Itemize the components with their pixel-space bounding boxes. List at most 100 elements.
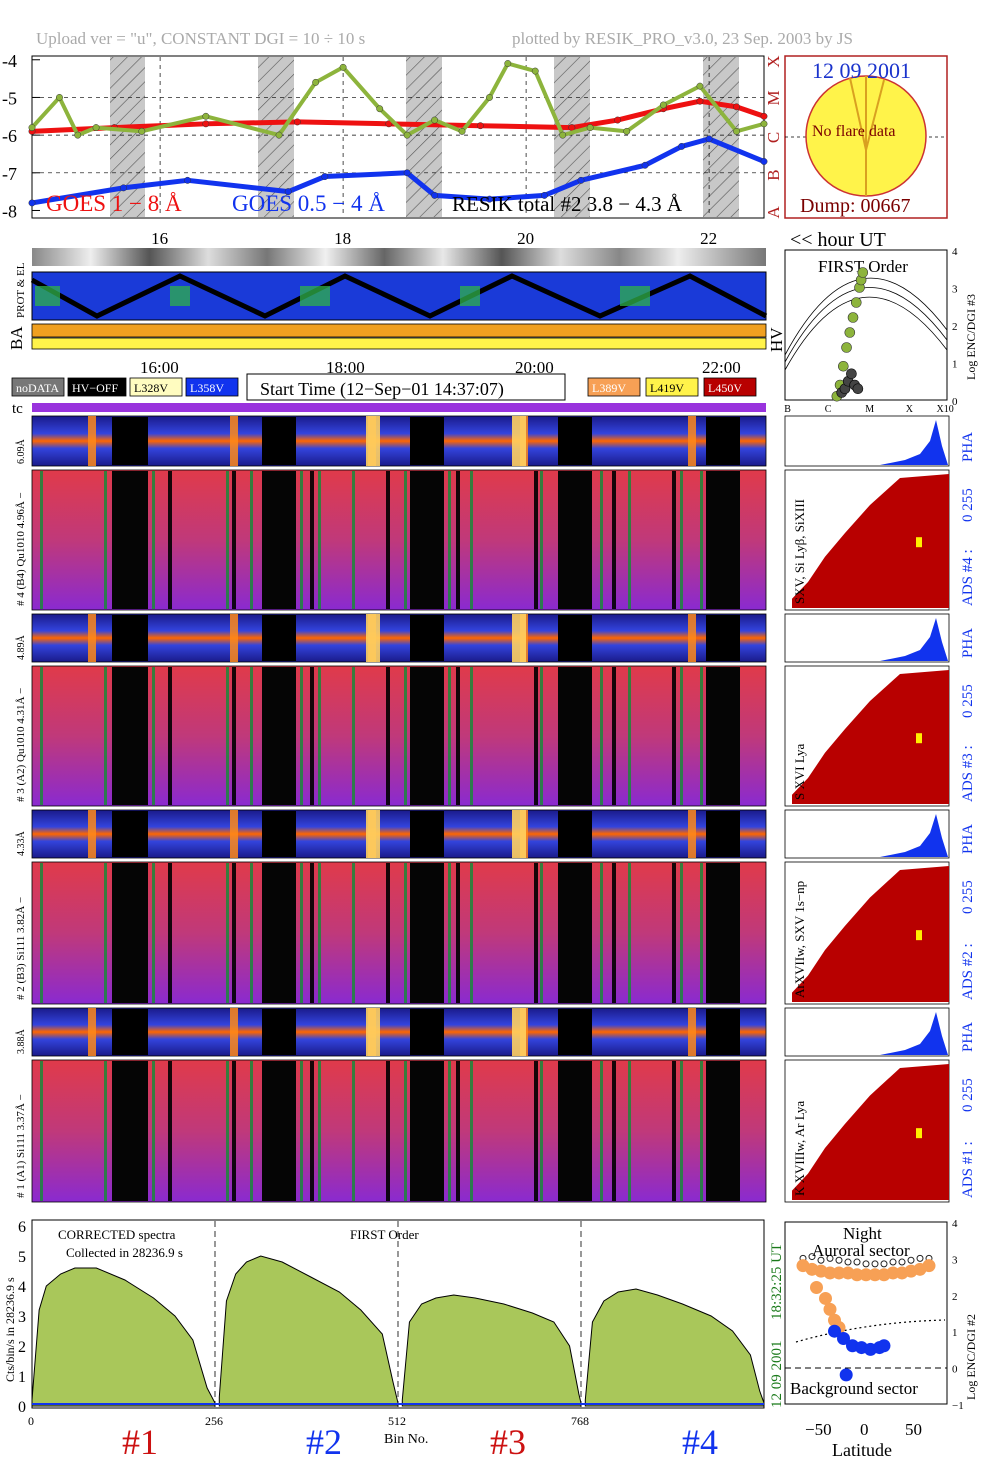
latitude-xtick: −50: [805, 1420, 832, 1439]
main-green-stripe: [40, 471, 43, 609]
main-green-stripe: [104, 1061, 107, 1201]
first-order-point: [844, 327, 856, 338]
main-black-stripe: [672, 863, 676, 1003]
main-green-stripe: [448, 863, 451, 1003]
goes-point: [733, 127, 740, 135]
latitude-point: [817, 1256, 825, 1264]
pha-hot-column: [88, 810, 96, 858]
latitude-point: [862, 1260, 870, 1268]
main-green-stripe: [700, 471, 703, 609]
latitude-point: [810, 1281, 823, 1295]
pha-hot-column: [230, 1008, 238, 1056]
spectrum-ytick: 2: [18, 1339, 26, 1356]
main-green-stripe: [628, 863, 631, 1003]
main-side-label: # 2 (B3) Si111 3.82Å −: [15, 897, 27, 1000]
goes-point: [120, 184, 127, 192]
main-black-stripe: [310, 1061, 314, 1201]
goes-point: [321, 173, 329, 181]
line-label: SXV, Si Lyβ, SiXIII: [792, 499, 807, 604]
goes-ytick-label: -6: [2, 126, 17, 146]
latitude-point: [839, 1368, 853, 1382]
goes-point: [184, 176, 192, 184]
main-black-stripe: [456, 471, 460, 609]
sun-arrow: [865, 79, 885, 151]
hv-legend: 16:00 18:00 20:00 22:00 noDATA HV−OFF L328V L3…: [11, 358, 766, 417]
pha-hot-column: [88, 416, 96, 466]
ads-label: ADS #1 :: [960, 1141, 976, 1198]
spectrum-subtitle: Collected in 28236.9 s: [66, 1245, 183, 1260]
pha-side-label: 4.33Å: [15, 831, 27, 857]
latitude-night: Night: [843, 1224, 882, 1243]
goes-point: [376, 105, 384, 113]
ads-label: ADS #4 :: [960, 549, 976, 606]
latitude-point: [844, 1258, 852, 1266]
goes-point: [202, 120, 210, 128]
main-dark-column: [706, 1061, 740, 1201]
line-label: S XVI Lya: [792, 743, 807, 800]
goes-point: [659, 101, 667, 109]
main-black-stripe: [612, 1061, 616, 1201]
goes-xtick-label: 16: [151, 229, 168, 248]
spectrum-xtick: 512: [388, 1414, 406, 1428]
goes-class-label: X: [764, 55, 783, 67]
latitude-point: [837, 1331, 850, 1345]
main-black-stripe: [310, 471, 314, 609]
latitude-point: [916, 1254, 924, 1262]
main-black-stripe: [232, 667, 236, 805]
spectrum-xlabel: Bin No.: [384, 1432, 428, 1447]
goes-xtick-label: 20: [517, 229, 534, 248]
pha-side-label: 3.88Å: [15, 1029, 27, 1055]
first-order-point-dark: [852, 383, 864, 395]
main-black-stripe: [232, 471, 236, 609]
latitude-point: [871, 1260, 879, 1268]
main-dark-column: [112, 667, 148, 805]
right-panels: PHA ArXVIIw, SXV 1s−np ADS #2 : 0 255: [784, 809, 976, 1005]
main-black-stripe: [386, 863, 390, 1003]
crystal-label-2: #2: [306, 1422, 342, 1462]
hv-time-tick: 22:00: [702, 358, 741, 377]
pha-hot-column: [688, 810, 696, 858]
crystal-label-4: #4: [682, 1422, 718, 1462]
main-green-stripe: [628, 667, 631, 805]
first-order-yticks: 4 3 2 1 0: [952, 246, 958, 408]
main-black-stripe: [612, 471, 616, 609]
main-black-stripe: [456, 1061, 460, 1201]
goes-point: [531, 67, 539, 75]
legend-resik: RESIK total #2 3.8 − 4.3 Å: [452, 192, 683, 216]
main-black-stripe: [672, 1061, 676, 1201]
main-green-stripe: [540, 471, 543, 609]
crystal-label-1: #1: [122, 1422, 158, 1462]
sun-no-flare: No flare data: [812, 123, 896, 140]
pha-dark-column: [112, 417, 148, 465]
main-dark-column: [262, 863, 296, 1003]
hv-legend-label: HV−OFF: [72, 381, 118, 395]
crystal-label-3: #3: [490, 1422, 526, 1462]
first-order-point: [841, 342, 852, 353]
ba-bar-orange: [31, 323, 767, 338]
start-time: Start Time (12−Sep−01 14:37:07): [260, 379, 504, 400]
main-black-stripe: [672, 667, 676, 805]
spectrum-xtick: 256: [205, 1414, 223, 1428]
main-green-stripe: [470, 863, 473, 1003]
latitude-ytick: −1: [952, 1400, 964, 1412]
main-black-stripe: [310, 863, 314, 1003]
main-black-stripe: [386, 667, 390, 805]
pha-dark-column: [706, 811, 740, 857]
pha-dark-column: [410, 615, 444, 661]
main-green-stripe: [540, 667, 543, 805]
hv-time-ticks: 16:00 18:00 20:00 22:00: [140, 358, 741, 377]
goes-point: [623, 127, 631, 135]
pha-hot-column: [688, 614, 696, 662]
main-green-stripe: [250, 471, 253, 609]
pha-flare-column: [512, 810, 526, 858]
main-green-stripe: [300, 1061, 303, 1201]
main-green-stripe: [628, 1061, 631, 1201]
main-green-stripe: [448, 1061, 451, 1201]
goes-ytick-label: -4: [2, 51, 17, 71]
ads-range: 0 255: [960, 684, 976, 718]
goes-class-label: B: [764, 169, 783, 180]
pha-strip: [31, 1007, 767, 1057]
main-green-stripe: [152, 863, 155, 1003]
first-order-point: [857, 267, 869, 278]
goes-point: [586, 124, 594, 132]
